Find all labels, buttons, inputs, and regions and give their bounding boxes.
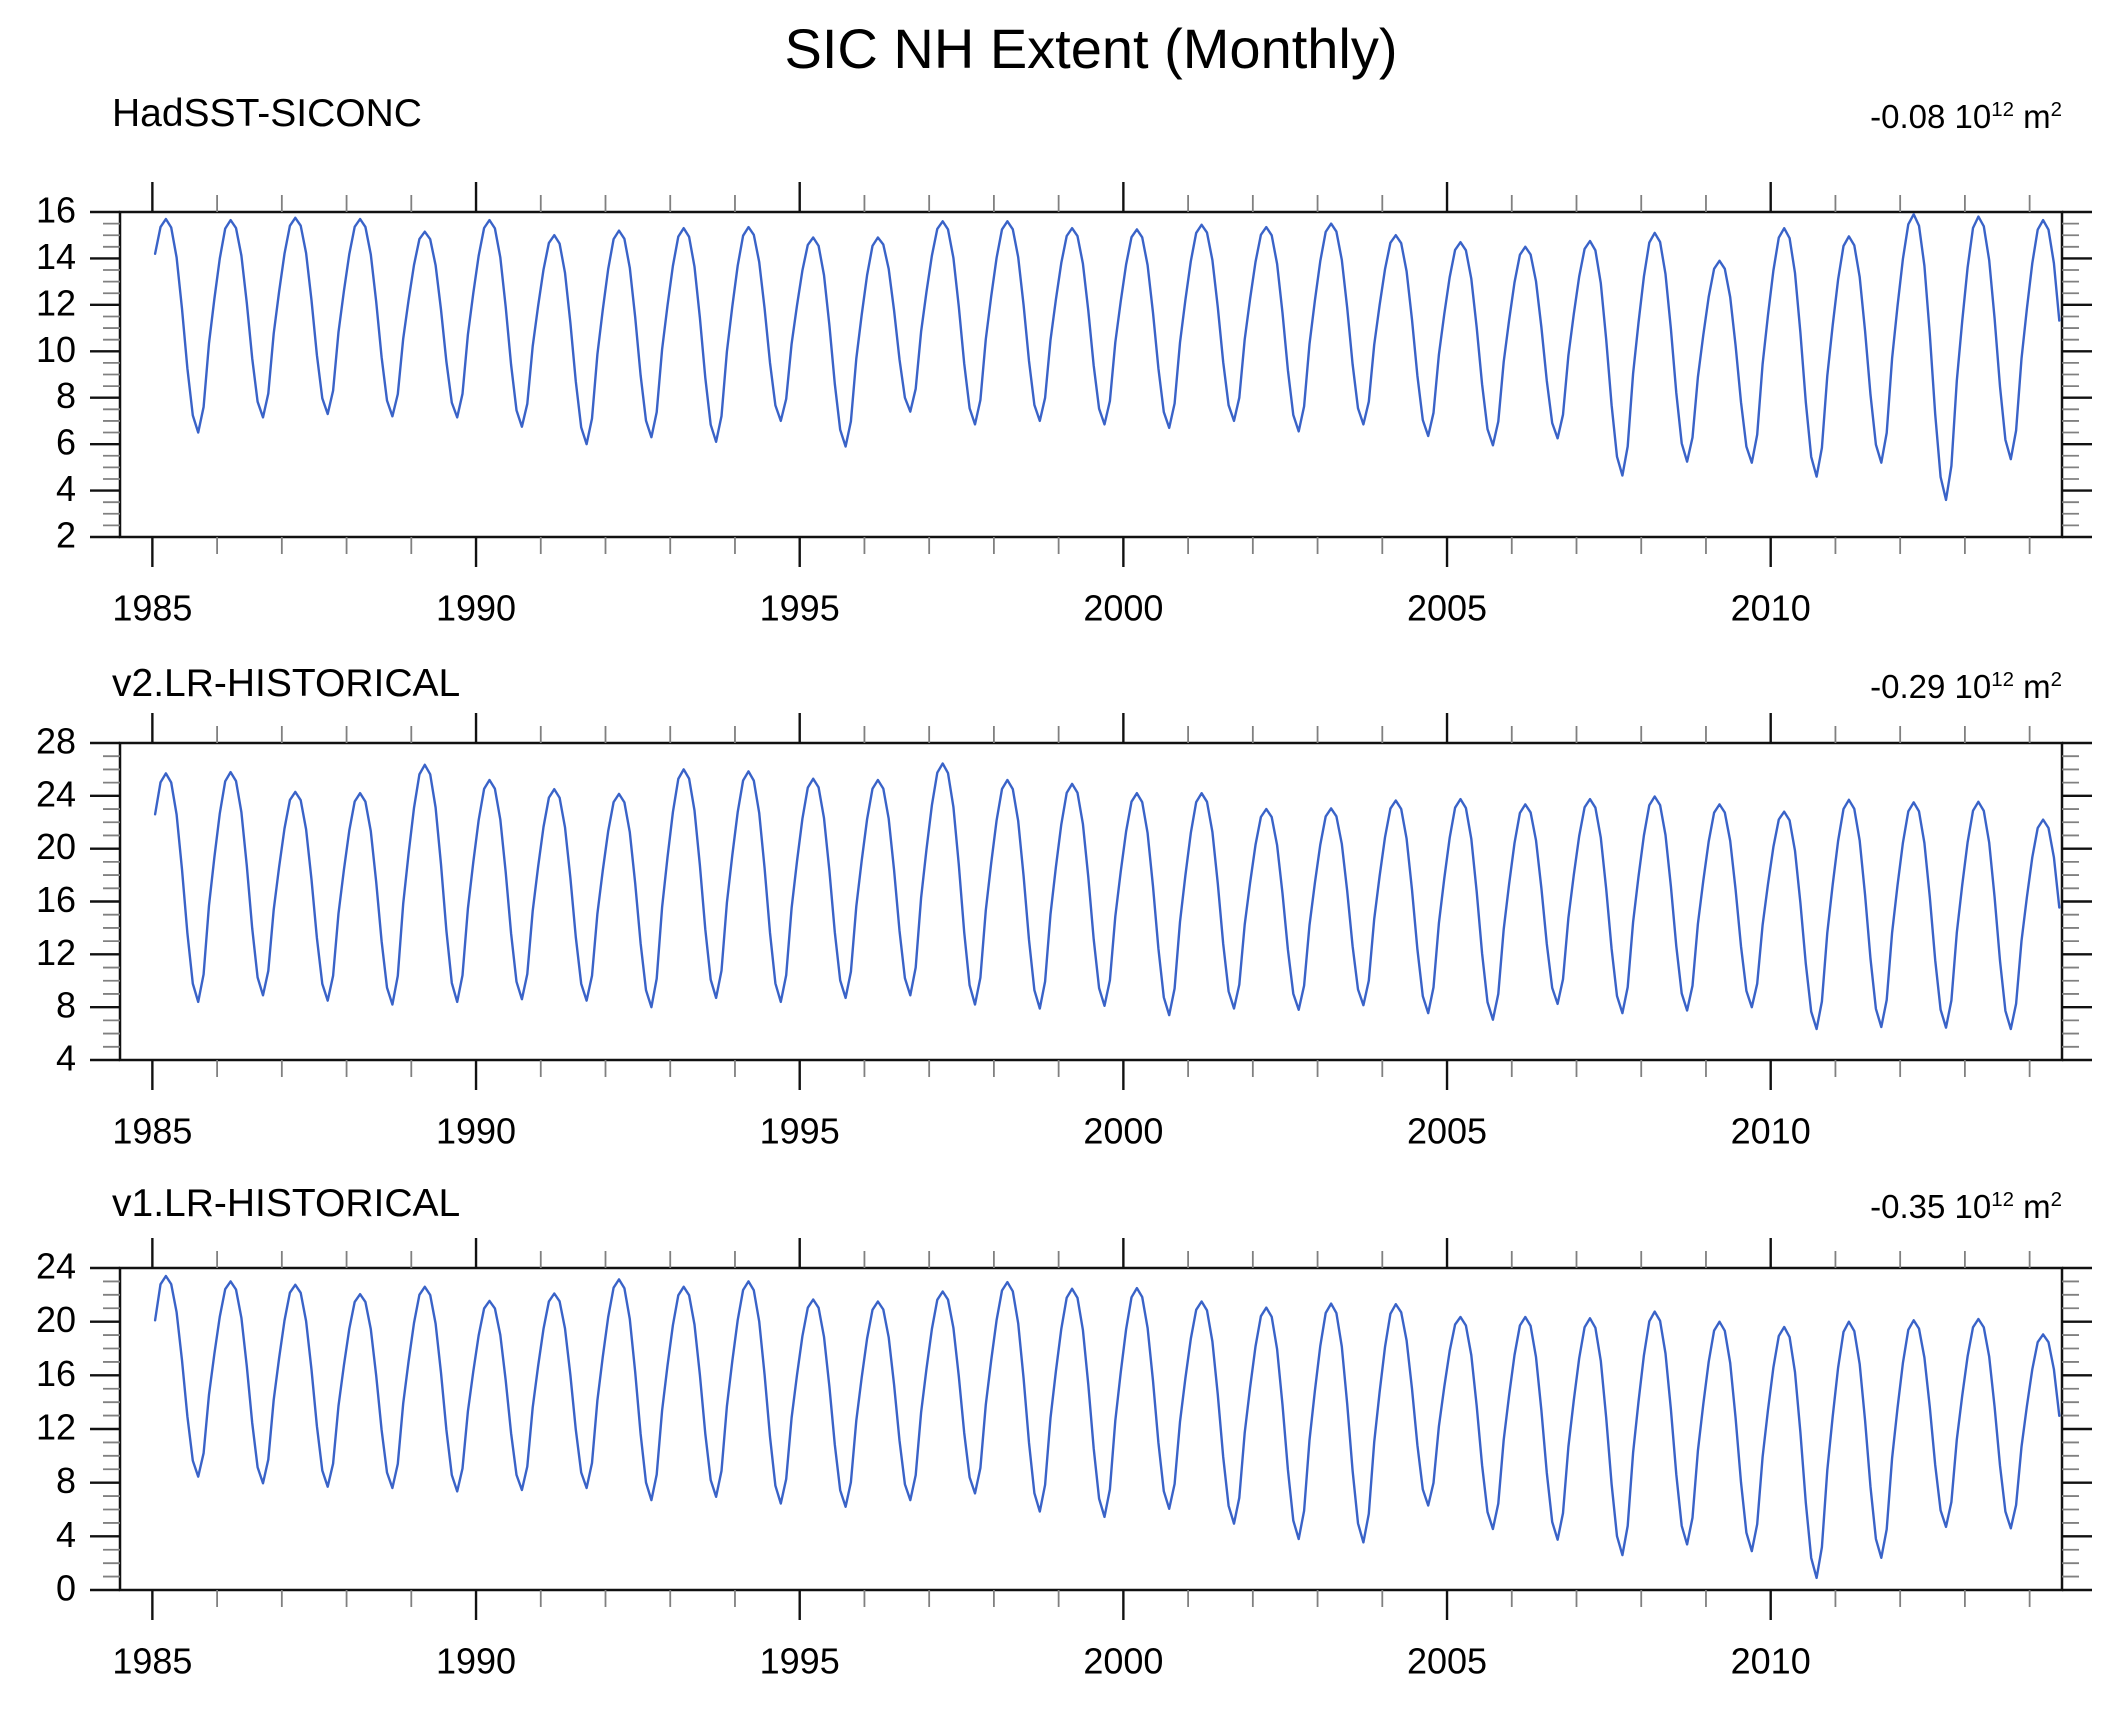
y-tick-label: 16 — [36, 879, 76, 920]
x-tick-label: 2005 — [1407, 588, 1487, 629]
trend-base: 10 — [1954, 1188, 1992, 1225]
y-tick-label: 28 — [36, 721, 76, 762]
x-tick-label: 1985 — [112, 1641, 192, 1682]
y-tick-label: 4 — [56, 468, 76, 509]
panel-1-title: HadSST-SICONC — [112, 92, 422, 135]
trend-base: 10 — [1954, 668, 1992, 705]
y-tick-label: 20 — [36, 1299, 76, 1340]
x-tick-label: 2010 — [1731, 588, 1811, 629]
trend-coefficient: -0.35 — [1870, 1188, 1946, 1225]
series-line-v1.LR-HISTORICAL — [153, 1274, 2061, 1580]
y-tick-label: 2 — [56, 515, 76, 556]
x-tick-label: 1995 — [760, 588, 840, 629]
trend-exponent: 12 — [1991, 668, 2014, 691]
y-tick-label: 24 — [36, 1246, 76, 1287]
x-tick-label: 2010 — [1731, 1111, 1811, 1152]
x-tick-label: 2005 — [1407, 1111, 1487, 1152]
trend-coefficient: -0.08 — [1870, 98, 1946, 135]
x-tick-label: 2005 — [1407, 1641, 1487, 1682]
y-tick-label: 4 — [56, 1514, 76, 1555]
panel-3-trend-annotation: -0.35 1012 m2 — [1870, 1188, 2062, 1226]
y-tick-label: 8 — [56, 1460, 76, 1501]
x-tick-label: 2000 — [1083, 588, 1163, 629]
trend-exponent: 12 — [1991, 1188, 2014, 1211]
y-tick-label: 16 — [36, 1353, 76, 1394]
x-tick-label: 1995 — [760, 1111, 840, 1152]
x-tick-label: 1990 — [436, 588, 516, 629]
y-tick-label: 8 — [56, 375, 76, 416]
panel-2-title: v2.LR-HISTORICAL — [112, 662, 461, 705]
y-tick-label: 14 — [36, 236, 76, 277]
series-line-HadSST-SICONC — [153, 213, 2061, 502]
y-tick-label: 16 — [36, 190, 76, 231]
trend-unit: m — [2023, 668, 2051, 705]
y-tick-label: 0 — [56, 1568, 76, 1609]
panel-3-title: v1.LR-HISTORICAL — [112, 1182, 461, 1225]
y-tick-label: 12 — [36, 932, 76, 973]
y-tick-label: 20 — [36, 826, 76, 867]
y-tick-label: 4 — [56, 1038, 76, 1079]
trend-unit: m — [2023, 1188, 2051, 1225]
trend-unit-exponent: 2 — [2050, 668, 2062, 691]
x-tick-label: 2010 — [1731, 1641, 1811, 1682]
trend-exponent: 12 — [1991, 98, 2014, 121]
series-line-v2.LR-HISTORICAL — [153, 762, 2061, 1031]
x-tick-label: 1990 — [436, 1111, 516, 1152]
panel-1-frame — [118, 210, 2064, 539]
y-tick-label: 24 — [36, 773, 76, 814]
trend-unit: m — [2023, 98, 2051, 135]
trend-base: 10 — [1954, 98, 1992, 135]
x-tick-label: 1995 — [760, 1641, 840, 1682]
trend-unit-exponent: 2 — [2050, 98, 2062, 121]
trend-unit-exponent: 2 — [2050, 1188, 2062, 1211]
y-tick-label: 8 — [56, 985, 76, 1026]
y-tick-label: 6 — [56, 422, 76, 463]
trend-coefficient: -0.29 — [1870, 668, 1946, 705]
x-tick-label: 2000 — [1083, 1111, 1163, 1152]
panel-2-trend-annotation: -0.29 1012 m2 — [1870, 668, 2062, 706]
panel-1-trend-annotation: -0.08 1012 m2 — [1870, 98, 2062, 136]
y-tick-label: 10 — [36, 329, 76, 370]
x-tick-label: 1985 — [112, 588, 192, 629]
y-tick-label: 12 — [36, 282, 76, 323]
x-tick-label: 1990 — [436, 1641, 516, 1682]
x-tick-label: 1985 — [112, 1111, 192, 1152]
chart-title: SIC NH Extent (Monthly) — [784, 17, 1398, 80]
x-tick-label: 2000 — [1083, 1641, 1163, 1682]
y-tick-label: 12 — [36, 1407, 76, 1448]
